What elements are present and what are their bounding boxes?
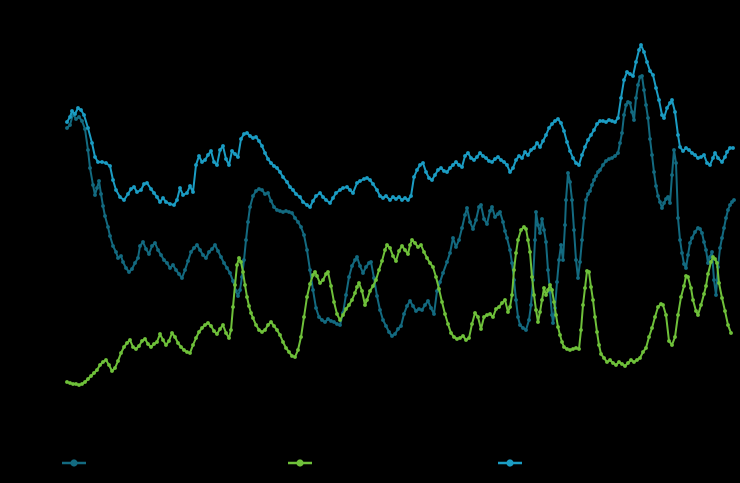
series-3-light-blue-line: [65, 43, 735, 209]
series-2-green-line: [65, 225, 733, 387]
series-1-dark-teal-line: [65, 74, 736, 338]
